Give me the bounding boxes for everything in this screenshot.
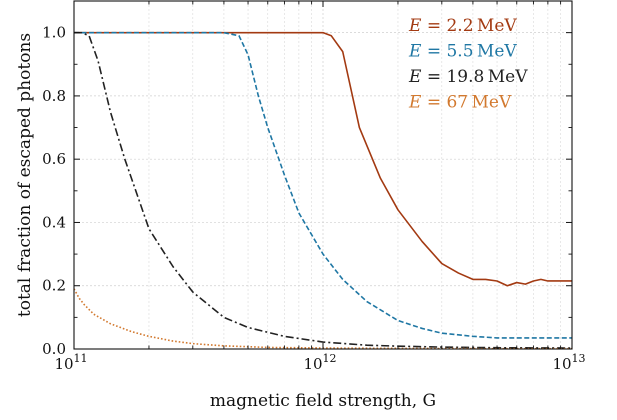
x-tick-label: 1013 (552, 352, 585, 373)
y-tick-label: 0.2 (42, 277, 66, 295)
y-tick-label: 0.8 (42, 87, 66, 105)
series-line-4 (73, 288, 572, 350)
y-tick-label: 0.4 (42, 213, 66, 231)
x-axis-label: magnetic field strength, G (210, 391, 436, 411)
y-tick-label: 1.0 (42, 24, 66, 42)
x-tick-label: 1011 (54, 352, 87, 373)
legend: E = 2.2 MeV E = 5.5 MeV E = 19.8 MeV E = 67… (408, 16, 528, 113)
x-tick-label: 1012 (303, 352, 336, 373)
legend-entry-2: E = 5.5 MeV (408, 42, 517, 62)
series-line-1 (74, 31, 572, 287)
axis-ticks: 1011 1012 1013 0.0 0.2 0.4 0.6 0.8 1.0 (42, 0, 586, 373)
legend-entry-1: E = 2.2 MeV (408, 16, 517, 36)
y-axis-label: total fraction of escaped photons (15, 33, 35, 317)
data-lines (73, 31, 573, 350)
series-line-2 (74, 31, 572, 339)
legend-entry-3: E = 19.8 MeV (408, 67, 528, 87)
legend-entry-4: E = 67 MeV (408, 93, 512, 113)
y-tick-label: 0.6 (42, 150, 66, 168)
series-line-3 (74, 31, 573, 349)
y-tick-label: 0.0 (42, 340, 66, 358)
